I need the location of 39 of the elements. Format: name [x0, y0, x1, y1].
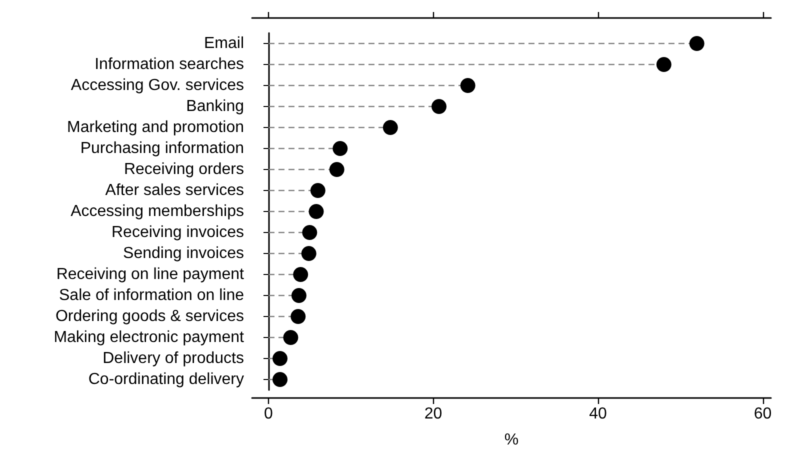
y-tick-label: Ordering goods & services — [55, 308, 244, 325]
point — [272, 351, 288, 366]
y-tick-label: Accessing memberships — [70, 203, 244, 220]
point — [689, 36, 704, 51]
y-tick-label: Receiving orders — [124, 161, 244, 178]
y-tick-label: Sending invoices — [123, 245, 244, 262]
y-tick-label: Marketing and promotion — [67, 119, 244, 136]
point — [460, 78, 476, 93]
y-tick-label: Accessing Gov. services — [70, 77, 244, 94]
y-tick-label: Delivery of products — [102, 350, 244, 367]
y-tick-label: Email — [204, 35, 244, 52]
y-tick-label: Information searches — [94, 56, 244, 73]
point — [382, 120, 398, 135]
x-tick-label: 40 — [589, 406, 607, 422]
point — [283, 330, 298, 345]
point — [291, 288, 306, 303]
x-axis-title: % — [504, 432, 519, 448]
point — [293, 267, 308, 282]
x-tick-label: 20 — [424, 406, 442, 422]
y-tick-label: Banking — [186, 98, 244, 115]
point — [332, 141, 348, 156]
point — [329, 162, 344, 177]
x-tick-label: 0 — [264, 406, 274, 422]
point — [432, 99, 447, 114]
x-tick-label: 60 — [754, 406, 772, 422]
y-tick-label: Co-ordinating delivery — [88, 371, 244, 388]
point — [308, 204, 324, 219]
y-tick-label: Receiving on line payment — [56, 266, 245, 283]
point — [290, 309, 306, 324]
point — [301, 246, 316, 261]
y-tick-label: After sales services — [105, 182, 244, 199]
y-tick-label: Purchasing information — [80, 140, 244, 157]
y-tick-label: Making electronic payment — [54, 329, 245, 346]
point — [310, 183, 326, 198]
y-tick-label: Sale of information on line — [59, 287, 244, 304]
point — [656, 57, 672, 72]
y-tick-label: Receiving invoices — [111, 224, 244, 241]
point — [272, 372, 288, 387]
point — [302, 225, 318, 240]
